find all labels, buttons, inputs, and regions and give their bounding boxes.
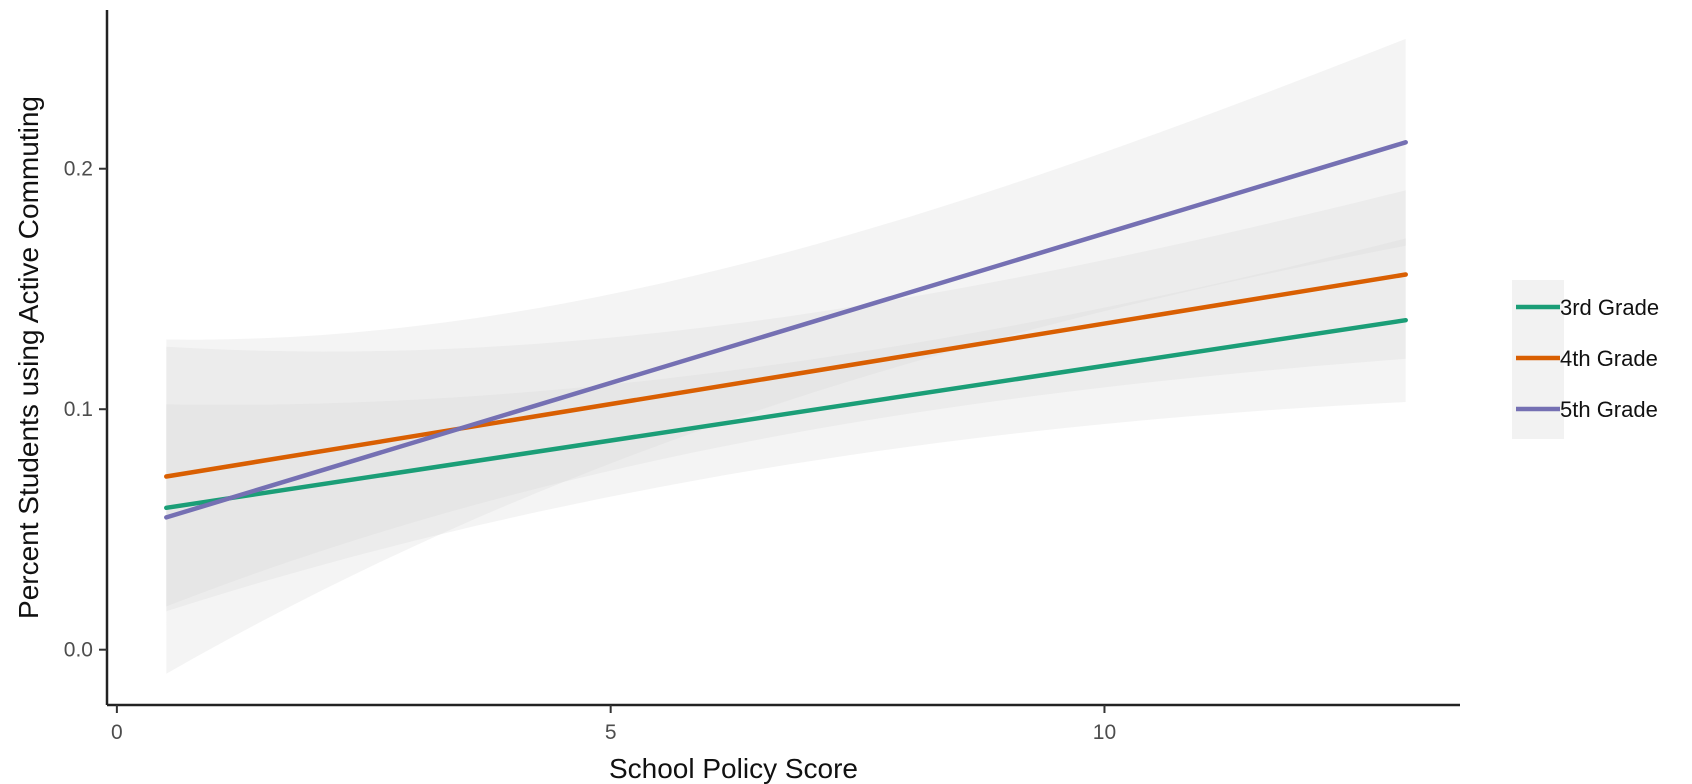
confidence-band-1 xyxy=(166,238,1406,612)
x-axis-title: School Policy Score xyxy=(609,753,858,784)
series-lines xyxy=(164,140,1408,520)
x-tick-label: 5 xyxy=(605,721,617,744)
legend-label-1: 3rd Grade xyxy=(1560,295,1659,320)
series-line-1 xyxy=(164,317,1408,511)
x-tick-label: 0 xyxy=(111,721,123,744)
x-axis-ticks: 0 5 10 xyxy=(111,705,1116,744)
y-axis-title: Percent Students using Active Commuting xyxy=(13,96,44,619)
confidence-band-2 xyxy=(166,190,1406,607)
series-line-2 xyxy=(164,272,1408,479)
y-tick-label: 0.0 xyxy=(64,639,93,662)
legend-label-2: 4th Grade xyxy=(1560,346,1658,371)
y-axis-ticks: 0.0 0.1 0.2 xyxy=(64,158,107,662)
y-tick-label: 0.2 xyxy=(64,158,93,181)
legend: 3rd Grade 4th Grade 5th Grade xyxy=(1512,280,1659,439)
confidence-band-3 xyxy=(166,38,1406,674)
series-line-3 xyxy=(164,140,1408,520)
y-tick-label: 0.1 xyxy=(64,398,93,421)
legend-label-3: 5th Grade xyxy=(1560,397,1658,422)
x-tick-label: 10 xyxy=(1093,721,1116,744)
confidence-bands xyxy=(166,38,1406,674)
